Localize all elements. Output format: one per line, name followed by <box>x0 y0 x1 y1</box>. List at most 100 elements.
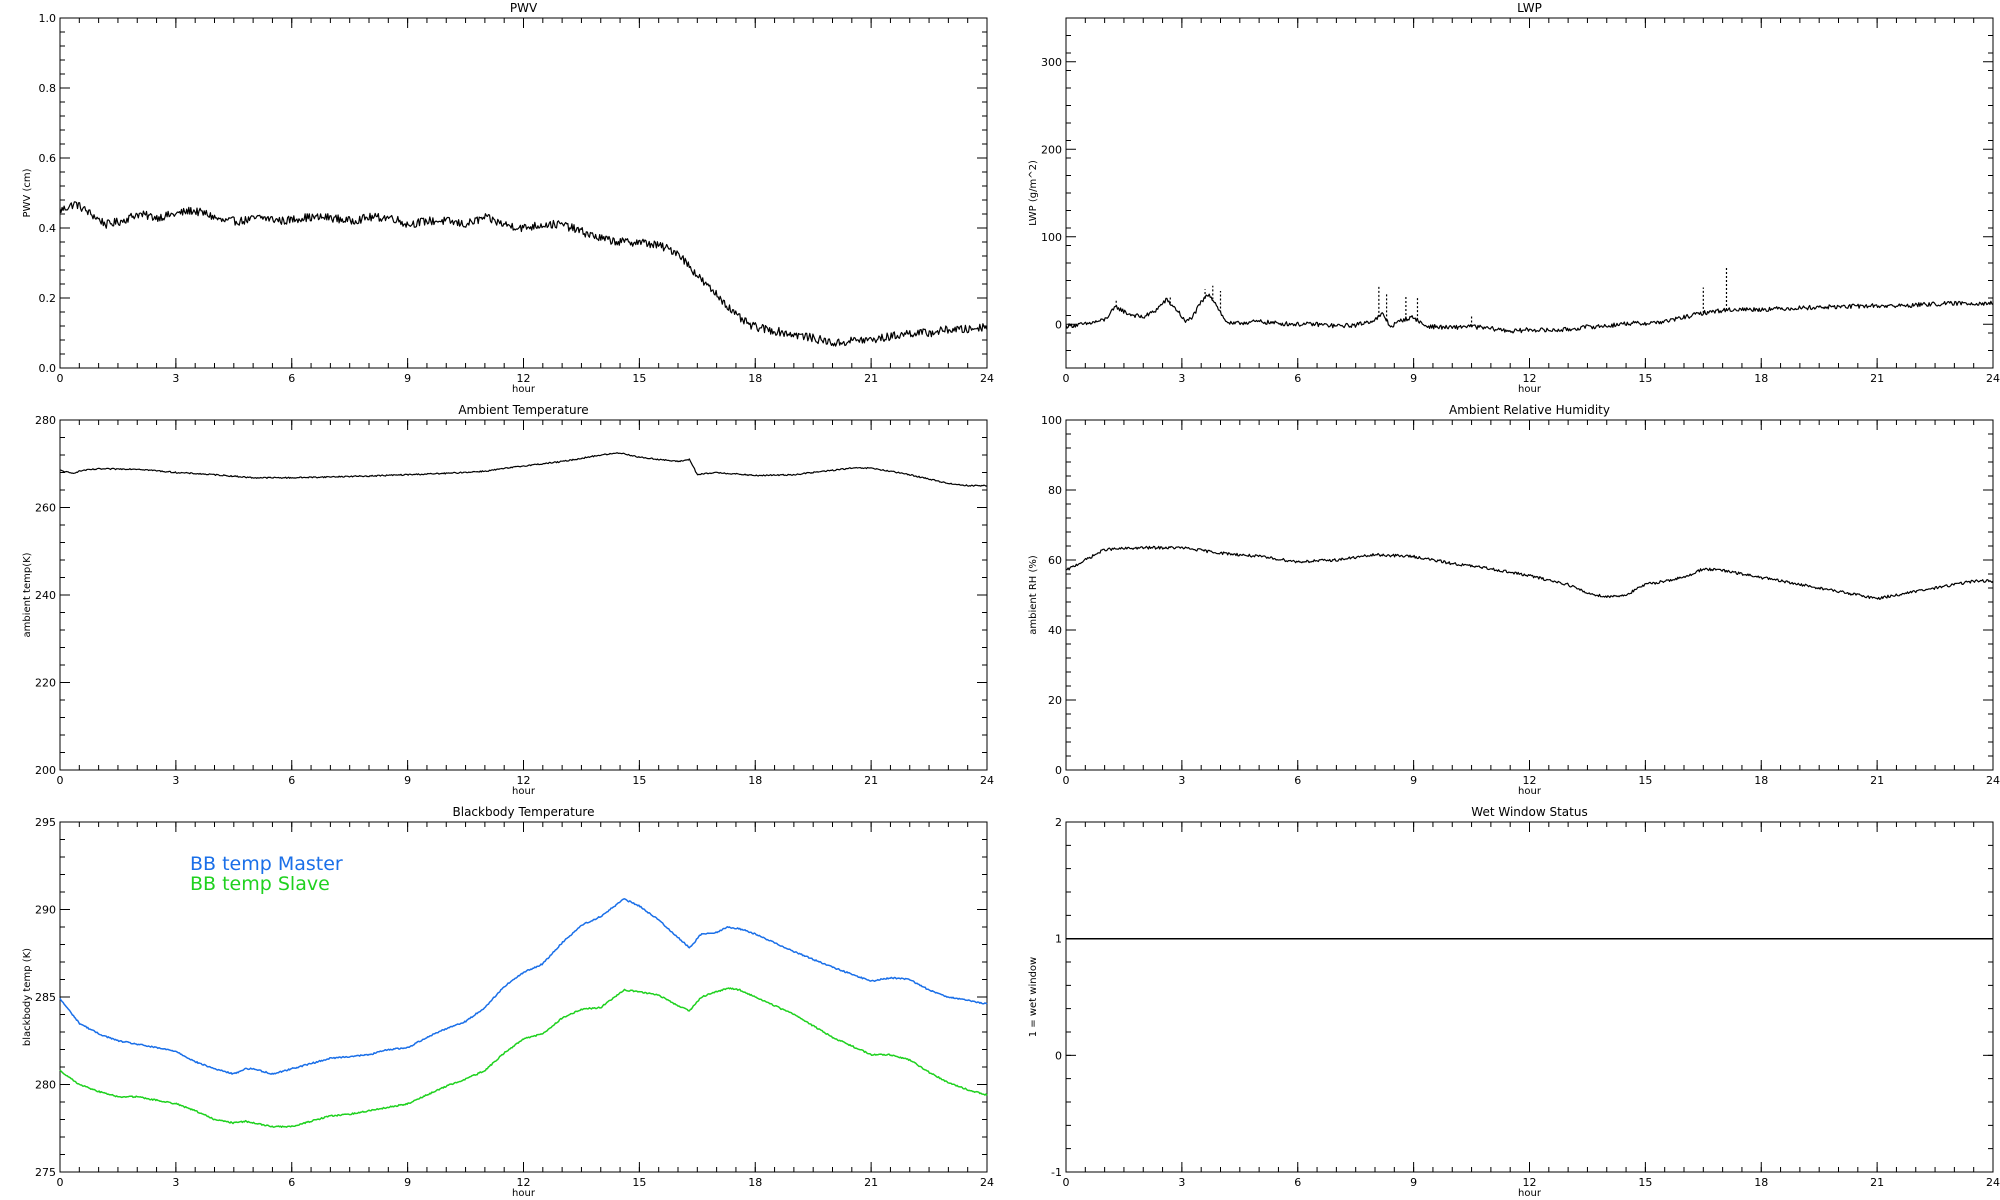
plot-frame <box>1065 419 1994 771</box>
chart-title: Ambient Relative Humidity <box>1449 403 1610 417</box>
x-tick-label: 3 <box>1178 1176 1185 1189</box>
y-tick-label: 0.8 <box>39 82 57 95</box>
y-tick-label: 100 <box>1041 414 1062 427</box>
panel-ambrh: Ambient Relative Humidity 0 3 6 9 12 15 18 21 24 0… <box>1028 403 2000 797</box>
y-tick-label: 2 <box>1055 816 1062 829</box>
x-tick-label: 21 <box>864 1176 878 1189</box>
x-axis-label: hour <box>512 384 536 395</box>
y-tick-label: 0.0 <box>39 362 57 375</box>
series-line <box>59 201 988 347</box>
legend-entry: BB temp Master <box>190 853 343 875</box>
x-tick-label: 18 <box>1754 774 1768 787</box>
y-minor-ticks <box>60 419 987 771</box>
y-minor-ticks <box>1066 419 1993 771</box>
y-tick-label: 220 <box>35 677 56 690</box>
y-tick-label: 0.4 <box>39 222 57 235</box>
x-minor-ticks <box>59 420 988 770</box>
y-tick-label: 0.6 <box>39 152 57 165</box>
chart-title: Ambient Temperature <box>458 403 588 417</box>
x-tick-label: 3 <box>172 774 179 787</box>
x-tick-label: 0 <box>1063 774 1070 787</box>
y-tick-label: 275 <box>35 1166 56 1179</box>
y-tick-label: 200 <box>1041 143 1062 156</box>
x-tick-label: 18 <box>748 774 762 787</box>
y-tick-label: 280 <box>35 414 56 427</box>
x-tick-label: 21 <box>1870 774 1884 787</box>
x-tick-label: 21 <box>864 774 878 787</box>
y-minor-ticks <box>1066 17 1993 369</box>
chart-title: Wet Window Status <box>1471 805 1587 819</box>
x-axis-label: hour <box>512 786 536 797</box>
y-axis-label: ambient temp(K) <box>22 552 33 637</box>
x-minor-ticks <box>1065 18 1994 368</box>
y-tick-label: 240 <box>35 589 56 602</box>
plot-frame <box>59 419 988 771</box>
series-line <box>1065 545 1994 600</box>
y-tick-label: 60 <box>1048 554 1062 567</box>
x-tick-label: 24 <box>1986 1176 2000 1189</box>
x-axis-label: hour <box>1518 384 1542 395</box>
x-tick-label: 15 <box>1638 774 1652 787</box>
y-tick-label: -1 <box>1051 1166 1062 1179</box>
x-tick-label: 9 <box>404 372 411 385</box>
y-axis-label: 1 = wet window <box>1028 957 1039 1037</box>
chart-title: LWP <box>1517 1 1542 15</box>
y-tick-label: 200 <box>35 764 56 777</box>
x-axis-label: hour <box>512 1188 536 1199</box>
series-line <box>59 898 988 1075</box>
x-tick-label: 3 <box>1178 372 1185 385</box>
plot-frame <box>59 17 988 369</box>
plot-frame <box>1065 17 1994 369</box>
y-tick-label: 295 <box>35 816 56 829</box>
panel-bbt: Blackbody Temperature 0 3 6 9 12 15 18 21 24 275 28… <box>22 805 994 1199</box>
panel-pwv: PWV 0 3 6 9 12 15 18 21 24 0.0 0.2 0.4 0.6 0.8 1.0 hour P… <box>22 1 994 395</box>
x-tick-label: 6 <box>288 1176 295 1189</box>
y-axis-label: blackbody temp (K) <box>22 948 33 1046</box>
x-tick-label: 21 <box>1870 372 1884 385</box>
y-tick-label: 0 <box>1055 318 1062 331</box>
x-axis-label: hour <box>1518 786 1542 797</box>
y-tick-label: 1.0 <box>39 12 57 25</box>
y-tick-label: 280 <box>35 1079 56 1092</box>
x-tick-label: 15 <box>632 372 646 385</box>
x-minor-ticks <box>1065 420 1994 770</box>
x-tick-label: 6 <box>1294 774 1301 787</box>
x-tick-label: 9 <box>1410 372 1417 385</box>
x-tick-label: 15 <box>632 1176 646 1189</box>
x-tick-label: 15 <box>632 774 646 787</box>
x-tick-label: 24 <box>980 1176 994 1189</box>
chart-title: PWV <box>510 1 538 15</box>
y-minor-ticks <box>60 17 987 369</box>
x-tick-label: 9 <box>1410 1176 1417 1189</box>
y-tick-label: 260 <box>35 502 56 515</box>
legend-entry: BB temp Slave <box>190 873 330 895</box>
series-line <box>59 452 988 487</box>
panel-ambt: Ambient Temperature 0 3 6 9 12 15 18 21 24 200 220 2… <box>22 403 994 797</box>
y-tick-label: 300 <box>1041 56 1062 69</box>
y-tick-label: 0 <box>1055 1049 1062 1062</box>
x-tick-label: 12 <box>517 774 531 787</box>
x-tick-label: 3 <box>172 372 179 385</box>
series-line <box>1065 293 1994 334</box>
y-axis-label: LWP (g/m^2) <box>1028 160 1039 226</box>
y-tick-label: 0 <box>1055 764 1062 777</box>
x-tick-label: 3 <box>1178 774 1185 787</box>
x-tick-label: 24 <box>980 774 994 787</box>
x-tick-label: 18 <box>1754 1176 1768 1189</box>
x-tick-label: 12 <box>1523 1176 1537 1189</box>
x-minor-ticks <box>1065 822 1994 1172</box>
y-tick-label: 0.2 <box>39 292 57 305</box>
x-tick-label: 12 <box>1523 372 1537 385</box>
x-tick-label: 12 <box>1523 774 1537 787</box>
x-tick-label: 12 <box>517 372 531 385</box>
y-tick-label: 20 <box>1048 694 1062 707</box>
x-tick-label: 0 <box>1063 1176 1070 1189</box>
x-tick-label: 18 <box>748 1176 762 1189</box>
x-tick-label: 3 <box>172 1176 179 1189</box>
x-tick-label: 6 <box>288 774 295 787</box>
panel-lwp: LWP 0 3 6 9 12 15 18 21 24 0 100 200 300 hour LWP (g/m^… <box>1028 1 2000 395</box>
x-tick-label: 18 <box>1754 372 1768 385</box>
x-tick-label: 6 <box>1294 1176 1301 1189</box>
chart-title: Blackbody Temperature <box>453 805 595 819</box>
